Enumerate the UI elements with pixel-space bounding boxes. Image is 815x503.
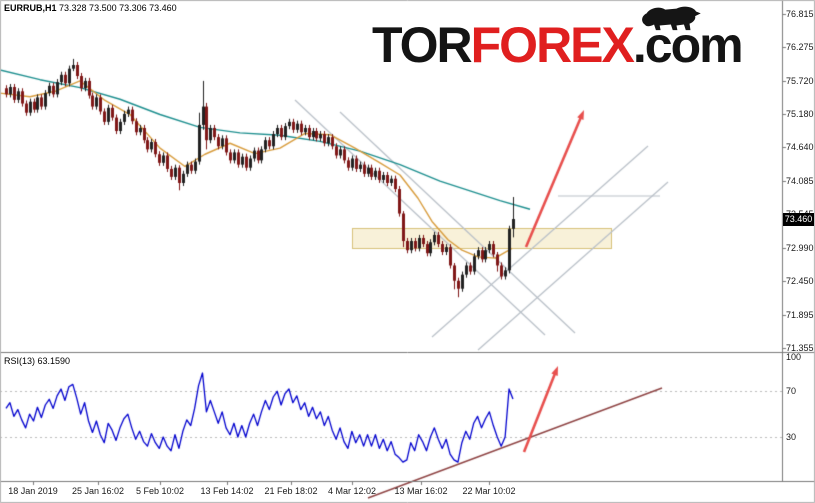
current-price-badge: 73.460: [783, 212, 814, 226]
ohlc-values: 73.328 73.500 73.306 73.460: [59, 3, 177, 13]
brand-logo: TORFOREX .com: [372, 6, 744, 73]
price-tick-label: 75.720: [786, 75, 814, 86]
time-tick-label: 13 Feb 14:02: [200, 486, 254, 496]
rsi-scale-label: 100: [786, 352, 802, 362]
time-tick-label: 21 Feb 18:02: [264, 486, 318, 496]
symbol-timeframe: EURRUB,H1: [4, 3, 57, 13]
price-tick-label: 75.180: [786, 108, 814, 119]
time-tick-label: 22 Mar 10:02: [462, 486, 516, 496]
price-tick-label: 74.640: [786, 141, 814, 152]
logo-com-wrap: .com: [633, 6, 744, 70]
time-tick-label: 5 Feb 10:02: [135, 486, 185, 496]
price-tick-label: 74.085: [786, 175, 814, 186]
logo-text-1: TOR: [372, 17, 473, 73]
bear-icon: [642, 6, 701, 31]
symbol-ohlc-label: EURRUB,H1 73.328 73.500 73.306 73.460: [4, 3, 177, 13]
price-tick-label: 76.275: [786, 41, 814, 52]
price-tick-label: 71.895: [786, 309, 814, 320]
rsi-scale-label: 70: [786, 386, 797, 397]
time-tick-label: 13 Mar 16:02: [394, 486, 448, 496]
rsi-scale-label: 30: [786, 432, 797, 442]
price-tick-label: 71.355: [786, 342, 814, 353]
price-tick-label: 72.450: [786, 275, 814, 286]
logo-text-2: FOREX: [470, 17, 635, 73]
time-tick-label: 18 Jan 2019: [8, 486, 58, 496]
price-tick-label: 76.815: [786, 9, 814, 19]
price-tick-label: 72.990: [786, 242, 814, 253]
time-tick-label: 25 Jan 16:02: [71, 486, 125, 496]
rsi-indicator-label: RSI(13) 63.1590: [4, 356, 71, 366]
time-tick-label: 4 Mar 12:02: [327, 486, 377, 496]
